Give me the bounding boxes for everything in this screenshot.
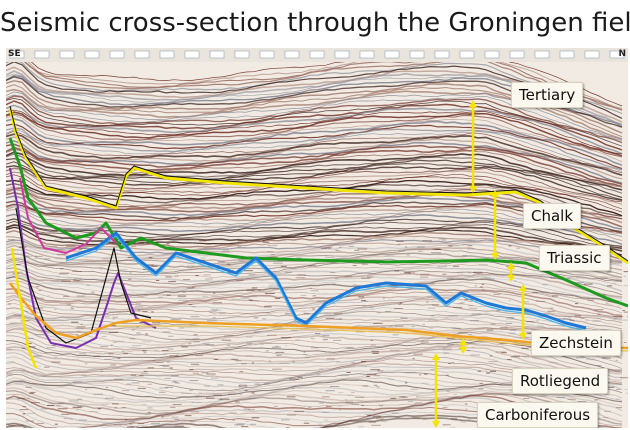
seismic-noise [6,238,628,428]
salt-flank-black [15,207,152,344]
horizon-triassic-base [65,231,587,330]
seismic-reflectors [6,48,623,428]
thickness-arrows [432,100,527,428]
label-zechstein: Zechstein [531,330,621,356]
seismic-section: SE N Tertiary Chalk Triassic Zechstein R… [6,48,628,428]
seismic-canvas [6,48,628,428]
label-chalk: Chalk [523,203,582,229]
figure-title: Seismic cross-section through the Gronin… [0,8,630,38]
shotpoint-ticks [9,50,625,59]
label-triassic: Triassic [539,245,610,271]
label-rotliegend: Rotliegend [512,368,609,394]
horizon-triassic-base-echo [65,235,587,332]
arrow-zechstein [519,284,527,340]
arrow-triassic [507,262,515,282]
corner-label-left: SE [8,49,21,59]
label-tertiary: Tertiary [511,82,584,108]
horizon-zechstein-base [8,282,628,350]
label-carboniferous: Carboniferous [477,402,599,428]
salt-wall-yellow [10,247,38,369]
corner-label-right: N [618,49,626,59]
arrow-chalk [491,190,499,260]
horizon-chalk-base [8,137,628,308]
arrow-tertiary [469,100,477,193]
arrow-carboniferous [432,353,440,428]
arrow-rotliegend [459,338,467,354]
salt-flank-magenta [19,177,117,254]
